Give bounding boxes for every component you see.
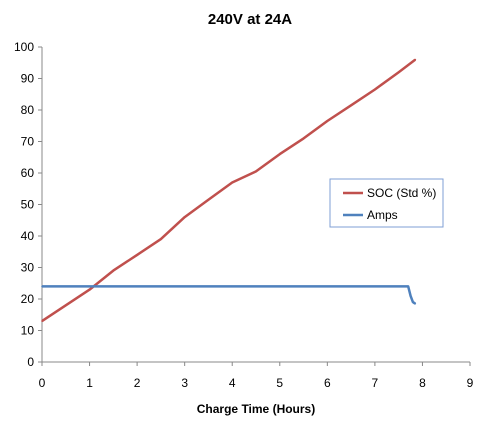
data-point-amps [183, 285, 186, 288]
y-tick-label: 40 [21, 229, 35, 243]
data-point-soc [278, 153, 281, 155]
y-tick-label: 50 [21, 198, 35, 212]
x-tick-label: 5 [276, 376, 283, 390]
data-point-amps [88, 285, 91, 288]
plot-area: 0 10 20 30 40 50 60 70 80 90 100 0 1 2 3 4 5 6 7 8 9 [14, 40, 474, 390]
series-line-amps [42, 285, 416, 305]
chart-title: 240V at 24A [208, 11, 292, 28]
data-point-amps [409, 295, 412, 297]
y-tick-label: 100 [14, 40, 34, 54]
data-point-amps [326, 285, 329, 288]
y-tick-label: 70 [21, 135, 35, 149]
x-tick-label: 4 [229, 376, 236, 390]
legend-label-soc: SOC (Std %) [367, 186, 436, 200]
x-tick-label: 1 [86, 376, 93, 390]
legend: SOC (Std %) Amps [329, 178, 444, 228]
data-point-soc [88, 288, 91, 291]
data-point-soc [112, 269, 115, 272]
legend-box [329, 178, 444, 228]
data-point-amps [231, 285, 234, 288]
data-point-soc [326, 120, 329, 122]
data-point-amps [41, 285, 43, 288]
data-point-soc [350, 104, 352, 107]
data-point-amps [136, 285, 138, 288]
x-tick-label: 0 [39, 376, 46, 390]
y-tick-label: 80 [21, 103, 35, 117]
data-point-soc [302, 137, 305, 140]
data-point-soc [183, 216, 186, 218]
data-point-soc [374, 88, 376, 91]
data-point-soc [255, 170, 257, 173]
x-tick-label: 7 [372, 376, 379, 390]
y-tick-label: 60 [21, 166, 35, 180]
data-point-soc [41, 320, 43, 322]
x-tick-label: 6 [324, 376, 331, 390]
data-point-soc [64, 304, 67, 307]
x-axis-title: Charge Time (Hours) [197, 402, 315, 416]
x-tick-label: 3 [181, 376, 188, 390]
data-point-soc [207, 198, 210, 201]
y-tick-label: 90 [21, 72, 35, 86]
y-tick-label: 10 [21, 324, 35, 338]
data-point-amps [374, 285, 376, 288]
y-tick-label: 30 [21, 261, 35, 275]
data-point-soc [136, 254, 138, 256]
data-point-amps [414, 302, 417, 305]
legend-label-amps: Amps [367, 208, 398, 222]
data-point-amps [278, 285, 281, 288]
y-tick-label: 20 [21, 292, 35, 306]
data-point-soc [160, 238, 162, 240]
x-tick-label: 9 [467, 376, 474, 390]
x-tick-label: 2 [134, 376, 141, 390]
data-point-amps [412, 301, 414, 303]
data-point-amps [407, 285, 409, 288]
data-point-soc [414, 58, 417, 61]
x-tick-label: 8 [419, 376, 426, 390]
data-point-soc [231, 181, 234, 184]
data-point-soc [397, 71, 400, 73]
y-tick-label: 0 [27, 355, 34, 369]
